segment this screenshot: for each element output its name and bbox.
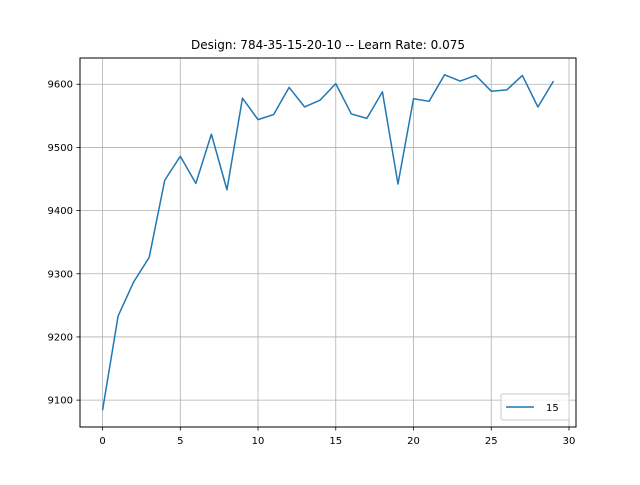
legend-box — [500, 393, 570, 421]
legend-label: 15 — [546, 403, 559, 414]
x-tick-label: 20 — [407, 436, 420, 447]
legend: 15 — [500, 393, 570, 421]
y-tick-label: 9300 — [48, 269, 73, 280]
y-tick-label: 9600 — [48, 80, 73, 91]
y-tick-label: 9200 — [48, 332, 73, 343]
axis-ticks: 0 5 10 15 20 25 30 9100 9200 9300 9400 9500 9600 — [48, 80, 576, 447]
x-tick-label: 5 — [177, 436, 183, 447]
y-tick-label: 9100 — [48, 396, 73, 407]
chart-title: Design: 784-35-15-20-10 -- Learn Rate: 0… — [191, 38, 465, 52]
series-line-15 — [101, 74, 555, 411]
y-tick-label: 9500 — [48, 143, 73, 154]
x-tick-label: 25 — [485, 436, 498, 447]
plot-frame — [79, 57, 577, 428]
y-tick-label: 9400 — [48, 206, 73, 217]
x-tick-label: 30 — [563, 436, 576, 447]
x-tick-label: 0 — [99, 436, 105, 447]
x-tick-label: 10 — [252, 436, 265, 447]
x-tick-label: 15 — [329, 436, 342, 447]
series-lines — [101, 74, 555, 411]
